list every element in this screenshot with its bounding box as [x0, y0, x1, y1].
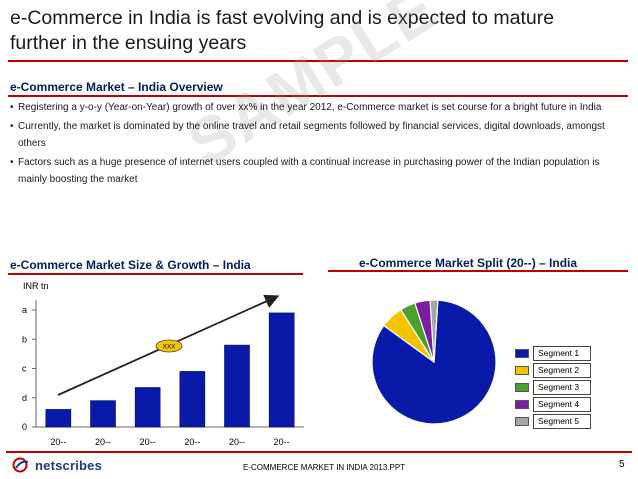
trend-badge [155, 339, 183, 353]
bar [224, 344, 250, 428]
footer-filename: E-COMMERCE MARKET IN INDIA 2013.PPT [243, 463, 406, 472]
y-tick-label: c [22, 364, 27, 374]
bar-chart-unit-label: INR tn [23, 281, 49, 291]
legend-label: Segment 5 [533, 414, 591, 429]
page-number: 5 [619, 459, 625, 470]
pie-chart [371, 299, 497, 425]
legend-item: Segment 2 [515, 362, 591, 379]
x-tick-label: 20-- [274, 437, 290, 447]
legend-label: Segment 4 [533, 397, 591, 412]
bar-chart-divider [8, 273, 303, 275]
title-divider [8, 60, 628, 62]
overview-bullet: Factors such as a huge presence of inter… [10, 154, 620, 188]
logo-mark-icon [12, 457, 29, 473]
trend-label: XXX [162, 344, 176, 351]
x-tick-label: 20-- [184, 437, 200, 447]
legend-swatch [515, 349, 529, 358]
y-tick-label: 0 [22, 422, 27, 432]
bar [268, 312, 295, 428]
bar [179, 371, 206, 428]
overview-bullets: Registering a y-o-y (Year-on-Year) growt… [10, 99, 620, 190]
legend-label: Segment 3 [533, 380, 591, 395]
legend-item: Segment 3 [515, 379, 591, 396]
legend-item: Segment 4 [515, 396, 591, 413]
netscribes-logo: netscribes [12, 457, 102, 473]
legend-item: Segment 5 [515, 413, 591, 430]
x-tick-label: 20-- [140, 437, 156, 447]
overview-bullet: Currently, the market is dominated by th… [10, 118, 620, 152]
legend-swatch [515, 366, 529, 375]
pie-chart-divider [328, 270, 628, 272]
x-tick-label: 20-- [95, 437, 111, 447]
bar [134, 387, 161, 428]
legend-label: Segment 2 [533, 363, 591, 378]
legend-item: Segment 1 [515, 345, 591, 362]
legend-swatch [515, 400, 529, 409]
overview-heading: e-Commerce Market – India Overview [10, 80, 223, 94]
x-tick-label: 20-- [50, 437, 66, 447]
logo-text: netscribes [35, 457, 103, 473]
legend-swatch [515, 383, 529, 392]
y-tick-label: b [22, 334, 27, 344]
bar-chart-heading: e-Commerce Market Size & Growth – India [10, 258, 251, 272]
pie-chart-heading: e-Commerce Market Split (20--) – India [359, 256, 578, 270]
x-tick-label: 20-- [229, 437, 245, 447]
pie-legend: Segment 1 Segment 2 Segment 3 Segment 4 … [515, 345, 591, 430]
legend-swatch [515, 417, 529, 426]
footer-divider [6, 451, 632, 453]
y-tick-label: d [22, 393, 27, 403]
pie-slice [429, 299, 439, 363]
overview-bullet: Registering a y-o-y (Year-on-Year) growt… [10, 99, 620, 116]
bar-chart: 0 d c b a 20-- 20-- 20-- 20-- 20-- 20-- XXX [22, 294, 304, 447]
y-tick-label: a [22, 305, 27, 315]
overview-divider [8, 95, 628, 97]
legend-label: Segment 1 [533, 346, 591, 361]
bar [90, 400, 116, 428]
bar [45, 409, 72, 428]
slide-title: e-Commerce in India is fast evolving and… [10, 7, 555, 54]
